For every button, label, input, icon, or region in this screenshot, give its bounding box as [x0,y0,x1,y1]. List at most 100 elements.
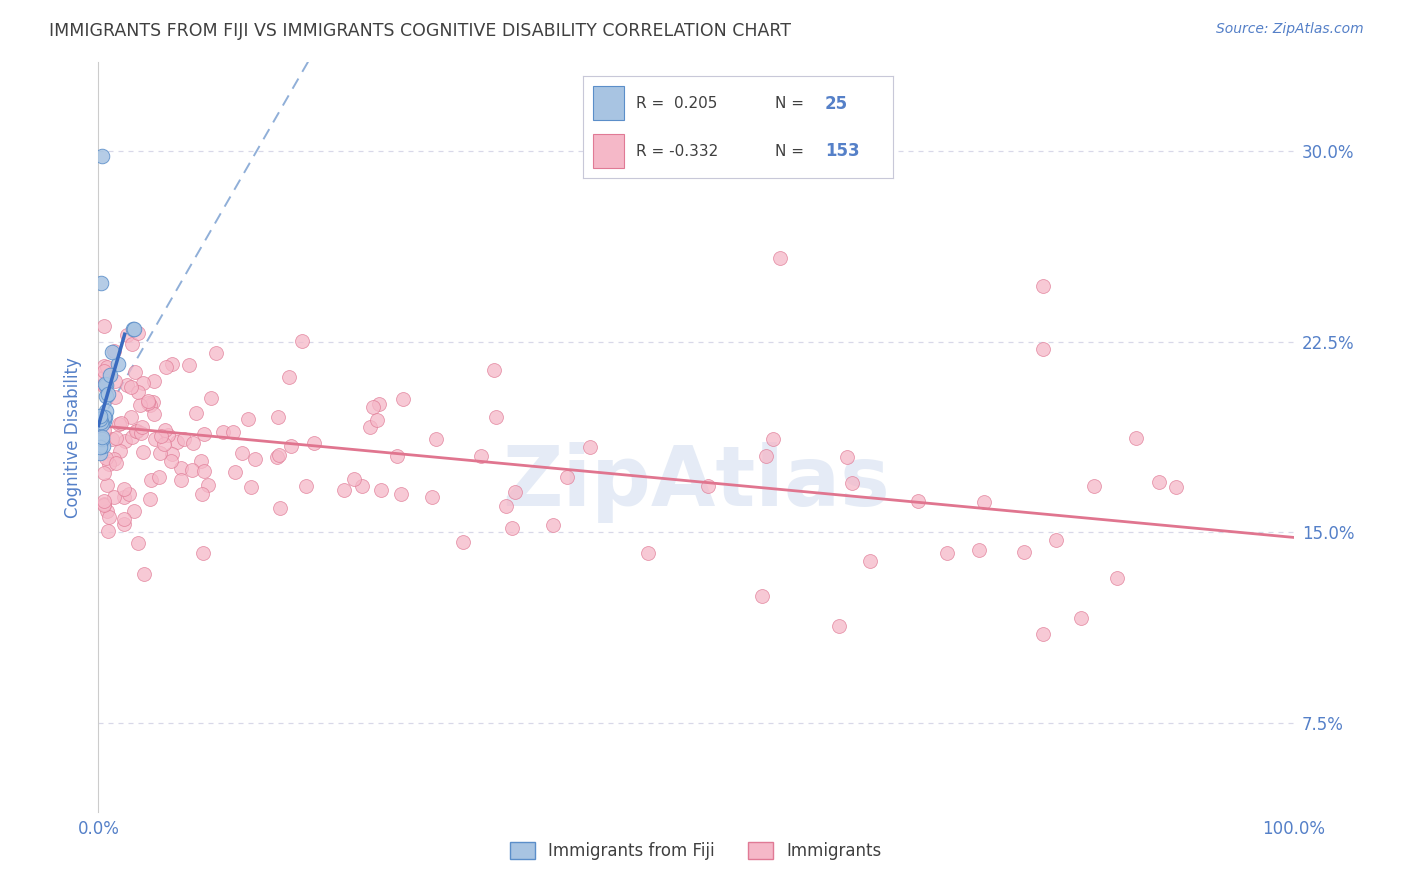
Point [160,453,183,467]
Point [105,431,128,445]
Point [350,479,373,493]
Point [90,415,112,429]
Text: Source: ZipAtlas.com: Source: ZipAtlas.com [1216,22,1364,37]
Point [420,490,443,504]
Point [425,433,447,447]
Text: 153: 153 [825,142,859,161]
Point [1166,480,1188,494]
Point [93,498,115,512]
Point [269,448,291,462]
Point [122,504,145,518]
Point [94,389,117,403]
Point [495,499,517,513]
Point [96,359,118,374]
Point [89,409,111,423]
Point [108,417,131,431]
Point [501,521,523,535]
Point [361,401,384,415]
Point [191,545,214,559]
Point [266,450,288,464]
Point [470,450,492,464]
Point [143,432,166,446]
Point [110,416,132,430]
Point [503,484,526,499]
Point [543,517,565,532]
Point [124,322,146,336]
Point [370,483,392,498]
Point [124,365,146,379]
Point [112,511,135,525]
Point [114,490,136,504]
Point [114,434,136,448]
Point [193,464,215,478]
Point [129,426,152,441]
Point [157,427,180,442]
Point [280,439,302,453]
Text: R =  0.205: R = 0.205 [636,96,717,111]
Point [484,410,506,425]
Point [160,357,183,371]
Point [142,375,165,389]
Point [127,326,149,340]
Point [98,368,121,382]
Point [138,398,160,412]
Point [93,378,115,392]
Point [170,473,193,487]
Point [97,524,120,539]
Point [100,432,122,446]
Text: N =: N = [775,96,808,111]
Point [907,493,929,508]
Point [152,437,174,451]
Point [343,472,366,486]
Point [93,497,115,511]
Point [451,534,474,549]
Point [1147,475,1170,489]
Point [1070,611,1092,625]
Point [91,149,114,163]
Point [155,360,177,375]
Point [120,409,142,424]
Point [389,487,412,501]
Point [118,487,141,501]
Point [212,425,235,440]
Point [166,434,188,449]
Point [267,409,290,424]
Point [245,452,267,467]
Point [94,377,117,392]
Point [197,478,219,492]
Point [835,450,858,464]
Text: 25: 25 [825,95,848,112]
Point [131,376,153,390]
Point [93,364,115,378]
Point [136,396,159,410]
Point [385,450,408,464]
Point [160,447,183,461]
Point [139,473,162,487]
Point [121,337,143,351]
Point [205,346,228,360]
Point [115,378,138,392]
Point [98,509,121,524]
Point [120,380,142,394]
Point [115,327,138,342]
Point [482,363,505,377]
Point [1107,571,1129,585]
Bar [593,135,624,168]
Point [278,370,301,384]
Point [222,425,245,440]
Point [132,445,155,459]
Point [93,318,115,333]
Point [236,412,259,426]
Point [90,277,112,291]
Point [555,470,578,484]
Point [122,322,145,336]
Point [153,423,176,437]
Point [231,446,253,460]
Point [96,504,118,518]
Point [150,428,173,442]
Point [89,440,111,454]
Point [173,432,195,446]
Point [89,445,111,459]
Point [696,479,718,493]
Point [103,343,125,358]
